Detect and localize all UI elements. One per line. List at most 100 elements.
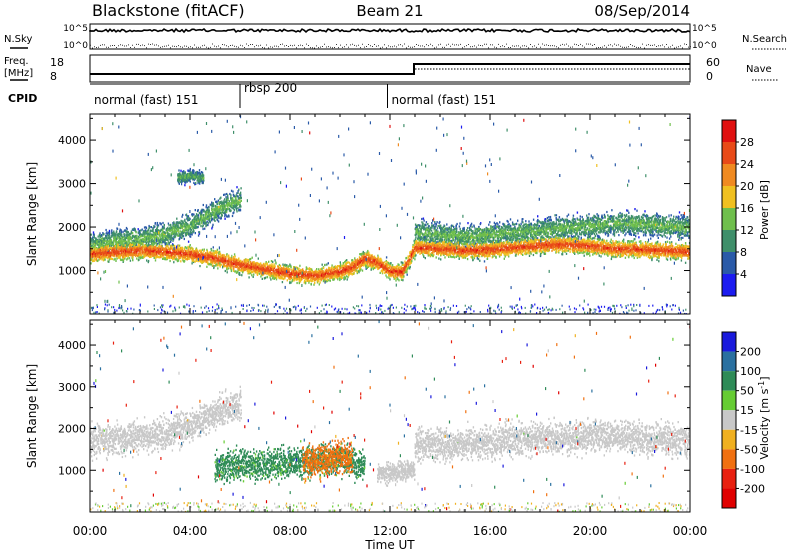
- echo-point: [456, 230, 458, 233]
- echo-point: [596, 217, 598, 220]
- echo-point: [674, 222, 677, 225]
- echo-point: [506, 225, 508, 228]
- echo-point: [137, 232, 140, 235]
- echo-point: [440, 224, 442, 227]
- echo-point: [227, 202, 229, 205]
- echo-point: [669, 230, 671, 233]
- echo-point: [586, 227, 588, 230]
- echo-point: [122, 243, 125, 247]
- echo-point: [585, 223, 588, 226]
- echo-point: [229, 192, 231, 196]
- echo-point: [414, 233, 416, 236]
- nave-label: Nave: [746, 64, 772, 75]
- echo-point: [217, 220, 220, 223]
- echo-point: [494, 239, 497, 242]
- echo-point: [186, 217, 188, 220]
- echo-point: [421, 226, 423, 229]
- echo-point: [673, 219, 675, 222]
- echo-point: [233, 209, 236, 212]
- echo-point: [559, 223, 562, 226]
- echo-point: [494, 235, 497, 238]
- echo-point: [572, 214, 575, 217]
- echo-point: [225, 203, 228, 206]
- echo-point: [90, 233, 92, 236]
- echo-point: [628, 230, 630, 233]
- beam-title: Beam 21: [356, 2, 423, 20]
- echo-point: [98, 254, 100, 257]
- echo-point: [200, 215, 202, 218]
- echo-point: [661, 234, 663, 237]
- echo-point: [136, 237, 138, 240]
- echo-point: [161, 236, 164, 239]
- echo-point: [457, 235, 459, 238]
- echo-point: [234, 201, 236, 204]
- echo-point: [572, 224, 574, 227]
- echo-point: [104, 251, 106, 254]
- echo-point: [642, 228, 644, 231]
- echo-point: [422, 224, 424, 227]
- echo-point: [670, 235, 672, 238]
- echo-point: [240, 205, 242, 208]
- echo-point: [559, 229, 562, 233]
- echo-point: [650, 231, 652, 234]
- echo-point: [608, 215, 610, 218]
- echo-point: [632, 223, 634, 226]
- echo-point: [202, 214, 205, 217]
- echo-point: [93, 240, 95, 243]
- echo-point: [202, 203, 204, 207]
- echo-point: [516, 235, 518, 238]
- echo-point: [99, 235, 102, 238]
- echo-point: [114, 233, 116, 236]
- echo-point: [156, 236, 158, 239]
- echo-point: [592, 226, 595, 229]
- echo-point: [224, 207, 226, 210]
- echo-point: [144, 238, 147, 241]
- echo-point: [134, 229, 136, 232]
- echo-point: [579, 225, 581, 228]
- echo-point: [442, 232, 444, 236]
- echo-point: [593, 224, 595, 227]
- echo-point: [616, 222, 618, 225]
- echo-point: [458, 237, 460, 240]
- echo-point: [659, 230, 661, 233]
- echo-point: [646, 217, 648, 220]
- echo-point: [645, 230, 647, 233]
- echo-point: [580, 224, 583, 227]
- echo-point: [581, 215, 583, 219]
- echo-point: [586, 221, 588, 224]
- echo-point: [163, 225, 165, 229]
- echo-point: [141, 228, 143, 231]
- echo-point: [238, 208, 240, 212]
- echo-point: [550, 221, 552, 224]
- echo-point: [541, 220, 543, 224]
- echo-point: [455, 228, 458, 231]
- echo-point: [182, 222, 184, 225]
- echo-point: [434, 229, 437, 233]
- echo-point: [462, 227, 464, 230]
- echo-point: [426, 233, 428, 236]
- echo-point: [457, 240, 459, 243]
- echo-point: [618, 215, 621, 218]
- echo-point: [115, 240, 118, 243]
- echo-point: [498, 226, 500, 229]
- echo-point: [420, 238, 422, 241]
- echo-point: [129, 232, 131, 235]
- echo-point: [224, 215, 226, 218]
- echo-point: [185, 232, 188, 235]
- echo-point: [608, 226, 611, 229]
- echo-point: [529, 238, 532, 241]
- echo-point: [439, 224, 441, 227]
- echo-point: [676, 222, 679, 225]
- echo-point: [635, 220, 637, 223]
- echo-point: [189, 228, 191, 231]
- echo-point: [479, 238, 481, 241]
- echo-point: [633, 224, 635, 227]
- echo-point: [563, 233, 565, 236]
- echo-point: [163, 223, 165, 227]
- echo-point: [442, 229, 445, 232]
- echo-point: [525, 235, 527, 238]
- echo-point: [488, 240, 490, 243]
- echo-point: [538, 220, 540, 223]
- echo-point: [154, 222, 156, 225]
- echo-point: [236, 199, 238, 202]
